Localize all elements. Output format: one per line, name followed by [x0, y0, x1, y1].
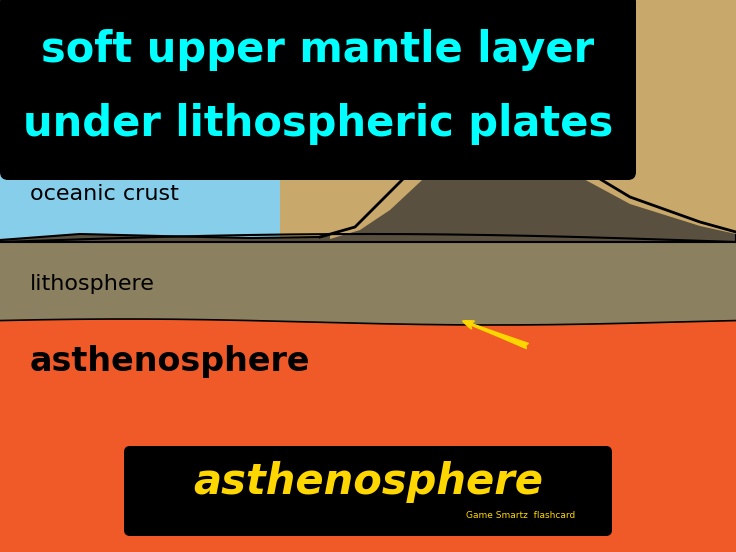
Text: soft upper mantle layer: soft upper mantle layer: [41, 29, 595, 71]
Text: asthenosphere: asthenosphere: [193, 460, 543, 503]
FancyBboxPatch shape: [0, 0, 636, 180]
Polygon shape: [0, 77, 736, 242]
FancyBboxPatch shape: [124, 446, 612, 536]
Text: asthenosphere: asthenosphere: [30, 346, 311, 379]
Polygon shape: [330, 0, 736, 239]
Text: oceanic crust: oceanic crust: [30, 184, 179, 204]
Text: Game Smartz  flashcard: Game Smartz flashcard: [466, 512, 575, 521]
Polygon shape: [0, 0, 355, 242]
Text: lithosphere: lithosphere: [30, 274, 155, 294]
Polygon shape: [280, 0, 736, 242]
Text: under lithospheric plates: under lithospheric plates: [23, 103, 613, 145]
Polygon shape: [0, 234, 736, 325]
